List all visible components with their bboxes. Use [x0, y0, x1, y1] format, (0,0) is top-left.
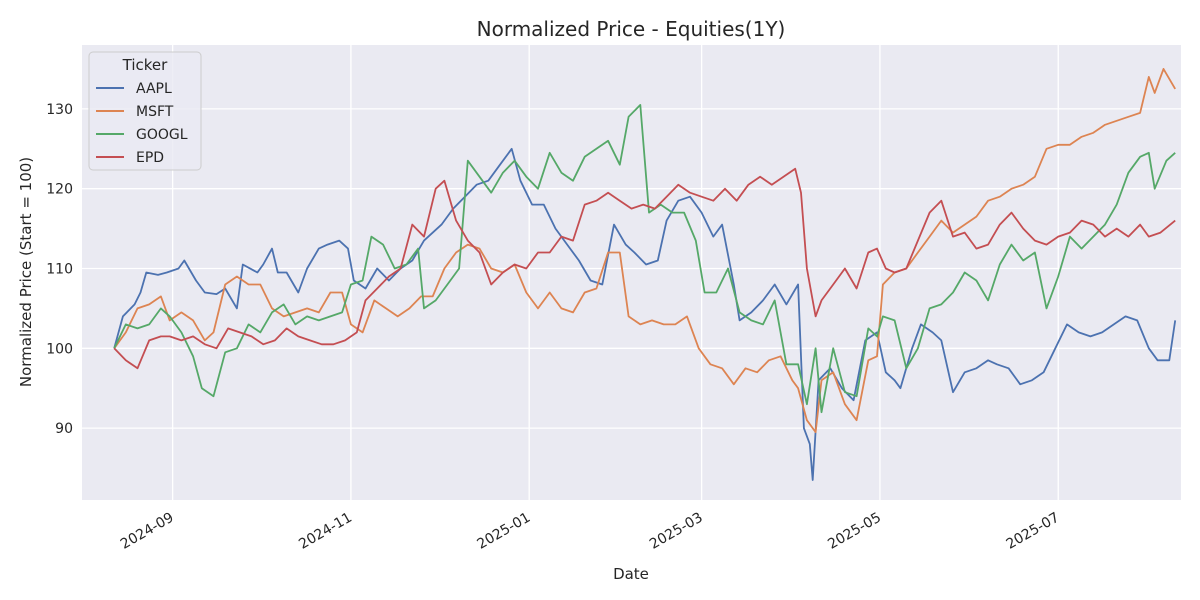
- x-axis-ticks: 2024-09 2024-11 2025-01 2025-03 2025-05 2025-…: [118, 510, 1062, 553]
- legend: Ticker AAPL MSFT GOOGL EPD: [88, 51, 202, 171]
- legend-box: [88, 51, 202, 171]
- legend-label-googl: GOOGL: [136, 127, 188, 143]
- x-tick-label: 2025-01: [475, 510, 534, 553]
- legend-label-epd: EPD: [136, 150, 164, 166]
- y-tick-label: 110: [46, 262, 73, 278]
- x-axis-label: Date: [613, 565, 649, 583]
- series-layer: [113, 68, 1177, 481]
- chart-title: Normalized Price - Equities(1Y): [477, 17, 786, 41]
- legend-items: AAPL MSFT GOOGL EPD: [96, 81, 188, 166]
- legend-label-msft: MSFT: [136, 104, 174, 120]
- x-tick-label: 2024-11: [296, 510, 355, 553]
- y-tick-label: 100: [46, 341, 73, 357]
- x-tick-label: 2025-05: [825, 510, 884, 553]
- series-line-msft: [113, 68, 1176, 433]
- legend-title: Ticker: [122, 56, 168, 74]
- legend-label-aapl: AAPL: [136, 81, 172, 97]
- series-line-aapl: [113, 147, 1177, 481]
- x-tick-label: 2025-07: [1004, 510, 1063, 553]
- x-tick-label: 2024-09: [118, 510, 177, 553]
- y-tick-label: 130: [46, 102, 73, 118]
- x-tick-label: 2025-03: [647, 510, 706, 553]
- grid-lines: [82, 45, 1181, 500]
- series-line-googl: [113, 104, 1176, 414]
- series-line-epd: [113, 167, 1176, 370]
- y-tick-label: 120: [46, 182, 73, 198]
- y-axis-label: Normalized Price (Start = 100): [17, 157, 35, 387]
- y-axis-ticks: 90 100 110 120 130: [46, 102, 73, 437]
- y-tick-label: 90: [55, 421, 73, 437]
